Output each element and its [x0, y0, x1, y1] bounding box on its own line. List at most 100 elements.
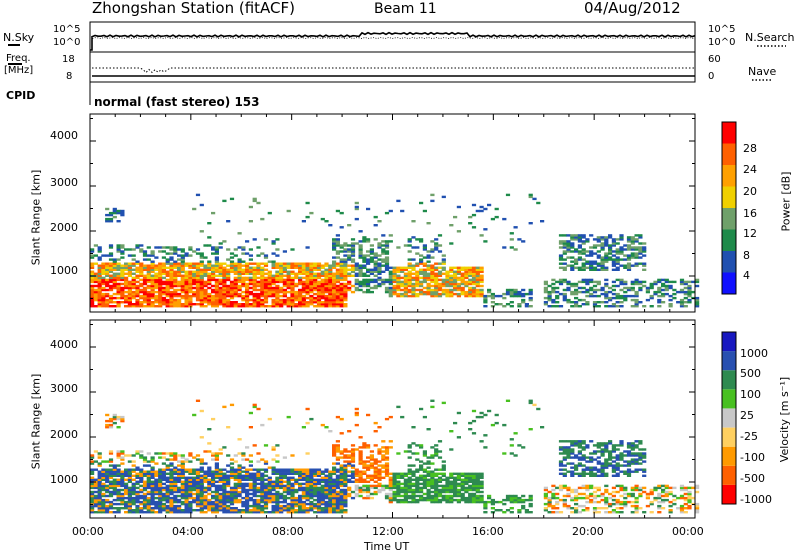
- velocity-cell: [146, 509, 151, 512]
- power-cell: [124, 280, 129, 284]
- velocity-cell: [400, 494, 405, 498]
- velocity-cell: [116, 452, 121, 455]
- velocity-cell: [245, 502, 250, 506]
- power-cell: [214, 258, 219, 261]
- velocity-cell: [237, 486, 242, 490]
- power-cell: [604, 278, 609, 282]
- velocity-cell: [577, 446, 582, 449]
- power-cell: [108, 305, 114, 308]
- power-cell: [645, 290, 650, 294]
- power-cell: [460, 282, 465, 286]
- velocity-cell: [384, 496, 390, 500]
- power-cell: [328, 274, 333, 277]
- velocity-cell: [343, 460, 348, 463]
- velocity-cell: [131, 496, 136, 500]
- power-cell: [207, 292, 212, 296]
- power-cell: [120, 252, 125, 255]
- power-cell: [634, 301, 639, 304]
- velocity-data: [90, 399, 700, 514]
- power-cell: [112, 209, 117, 213]
- velocity-cell: [388, 488, 393, 492]
- power-cell: [108, 274, 114, 277]
- velocity-cell: [169, 498, 174, 502]
- power-cell: [456, 286, 461, 290]
- velocity-cell: [146, 492, 151, 496]
- power-cell: [195, 270, 201, 273]
- velocity-cell: [260, 492, 265, 496]
- power-cell: [214, 290, 219, 294]
- velocity-cell: [388, 415, 393, 419]
- power-cell: [354, 205, 359, 209]
- velocity-cell: [547, 500, 552, 504]
- power-cell: [396, 276, 401, 280]
- velocity-cell: [173, 470, 178, 473]
- power-cell: [108, 284, 114, 288]
- power-cell: [267, 272, 272, 275]
- power-cell: [324, 282, 329, 286]
- velocity-cell: [316, 490, 322, 494]
- power-cell: [623, 258, 628, 261]
- velocity-cell: [241, 478, 246, 481]
- power-cell: [131, 280, 136, 284]
- power-cell: [142, 250, 148, 253]
- power-cell: [611, 292, 616, 296]
- velocity-cell: [131, 502, 136, 506]
- power-cell: [585, 250, 590, 253]
- power-cell: [403, 278, 408, 282]
- power-cell: [430, 272, 435, 275]
- power-cell: [411, 282, 416, 286]
- velocity-cell: [158, 478, 163, 481]
- velocity-cell: [305, 507, 310, 510]
- velocity-cell: [471, 500, 477, 504]
- power-cell: [214, 294, 219, 298]
- velocity-cell: [139, 500, 144, 504]
- power-cell: [589, 234, 594, 237]
- power-cell: [687, 290, 692, 294]
- velocity-cell: [585, 509, 590, 512]
- power-cell: [600, 286, 605, 290]
- power-cell: [471, 268, 477, 271]
- velocity-cell: [192, 476, 197, 479]
- velocity-cell: [158, 468, 163, 471]
- power-cell: [347, 244, 352, 247]
- power-cell: [475, 274, 480, 277]
- velocity-cell: [97, 476, 102, 479]
- power-cell: [161, 286, 166, 290]
- power-cell: [105, 288, 110, 292]
- velocity-cell: [192, 456, 197, 459]
- power-cell: [619, 248, 624, 251]
- velocity-cell: [229, 458, 235, 461]
- velocity-cell: [422, 482, 427, 486]
- velocity-cell: [199, 409, 204, 413]
- power-cell: [350, 270, 356, 273]
- power-cell: [248, 268, 253, 271]
- power-cell: [165, 260, 170, 263]
- velocity-cell: [226, 504, 231, 508]
- velocity-cell: [173, 482, 178, 486]
- velocity-cell: [169, 458, 174, 461]
- power-cell: [218, 262, 223, 265]
- power-cell: [316, 292, 322, 296]
- power-cell: [430, 290, 435, 294]
- power-cell: [290, 284, 295, 288]
- velocity-cell: [146, 486, 151, 490]
- velocity-cell: [214, 466, 219, 469]
- power-cell: [581, 268, 586, 271]
- power-cell: [324, 303, 329, 306]
- velocity-cell: [407, 468, 412, 471]
- power-cell: [638, 250, 643, 253]
- velocity-cell: [332, 454, 337, 457]
- velocity-cell: [354, 484, 359, 488]
- velocity-cell: [596, 460, 601, 463]
- velocity-cell: [177, 486, 182, 490]
- velocity-cell: [335, 494, 340, 498]
- power-cell: [332, 266, 337, 269]
- power-cell: [426, 256, 431, 259]
- velocity-cell: [373, 466, 378, 469]
- velocity-cell: [263, 470, 269, 473]
- power-cell: [562, 280, 567, 284]
- power-cell: [570, 238, 575, 241]
- power-cell: [275, 296, 280, 300]
- power-cell: [286, 209, 291, 213]
- power-cell: [188, 290, 193, 294]
